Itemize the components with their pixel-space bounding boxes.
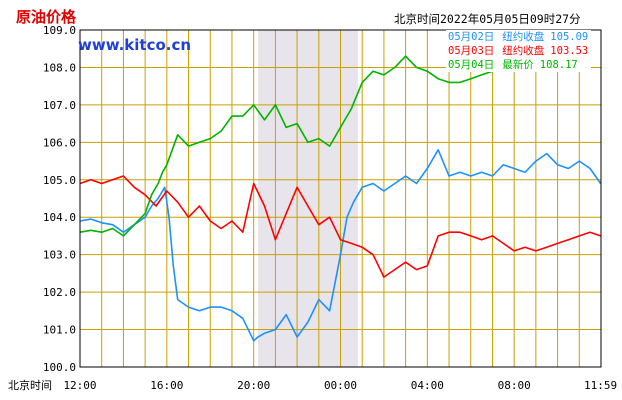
y-tick-label: 101.0 (43, 324, 76, 337)
y-tick-label: 107.0 (43, 99, 76, 112)
legend: 05月02日 纽约收盘 105.09 05月03日 纽约收盘 103.53 05… (446, 30, 592, 72)
x-tick-label: 00:00 (324, 379, 357, 392)
plot-frame (79, 29, 602, 368)
legend-label: 纽约收盘 (502, 31, 545, 43)
chart-title: 原油价格 (16, 8, 77, 26)
x-tick-label: 16:00 (150, 379, 183, 392)
shaded-region (258, 30, 358, 367)
x-axis-label: 北京时间 (8, 378, 52, 392)
series-line-05月04日 (79, 55, 511, 237)
y-tick-label: 106.0 (43, 136, 76, 149)
legend-item-0503: 05月03日 纽约收盘 103.53 (446, 44, 592, 58)
x-tick-label: 11:59 (584, 379, 617, 392)
y-tick-label: 109.0 (43, 24, 76, 37)
legend-value: 103.53 (550, 45, 589, 57)
x-tick-label: 04:00 (411, 379, 444, 392)
timestamp-label: 北京时间2022年05月05日09时27分 (394, 12, 581, 26)
legend-item-0502: 05月02日 纽约收盘 105.09 (446, 30, 592, 44)
x-tick-label: 20:00 (237, 379, 270, 392)
y-tick-label: 102.0 (43, 286, 76, 299)
legend-label: 最新价 (502, 59, 534, 71)
y-tick-label: 105.0 (43, 174, 76, 187)
y-tick-label: 104.0 (43, 211, 76, 224)
legend-date: 05月03日 (448, 45, 495, 57)
y-tick-label: 100.0 (43, 361, 76, 374)
series-line-05月02日 (79, 149, 602, 342)
x-tick-label: 12:00 (63, 379, 96, 392)
y-tick-label: 103.0 (43, 249, 76, 262)
source-url: www.kitco.cn (78, 36, 192, 54)
x-tick-label: 08:00 (498, 379, 531, 392)
legend-value: 105.09 (550, 31, 589, 43)
series-line-05月03日 (79, 175, 601, 278)
y-tick-label: 108.0 (43, 61, 76, 74)
legend-label: 纽约收盘 (502, 45, 545, 57)
legend-date: 05月04日 (448, 59, 495, 71)
legend-date: 05月02日 (448, 31, 495, 43)
legend-value: 108.17 (539, 59, 578, 71)
legend-item-0504: 05月04日 最新价 108.17 (446, 58, 592, 72)
